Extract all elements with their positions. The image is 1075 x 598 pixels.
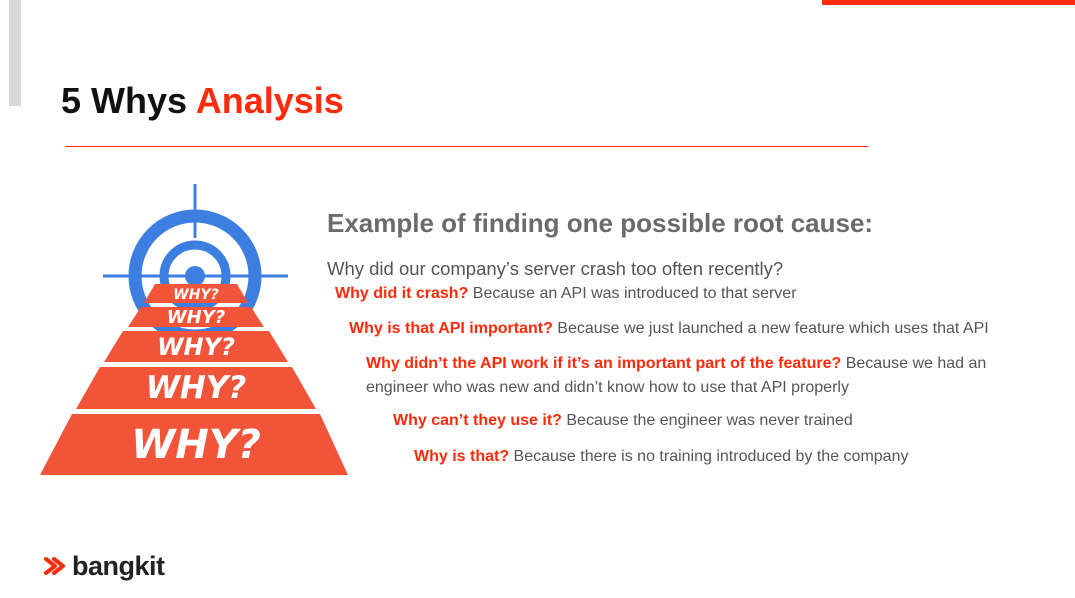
why-step-1: Why did it crash? Because an API was int…	[335, 282, 1035, 306]
bangkit-logo-icon	[44, 557, 65, 575]
why-question: Why is that API important?	[349, 320, 553, 337]
title-main: 5 Whys	[61, 80, 196, 121]
title-accent: Analysis	[195, 80, 344, 121]
logo-wordmark: bangkit	[72, 550, 165, 581]
target-pyramid-illustration: WHY? WHY? WHY? WHY? WHY?	[40, 184, 348, 475]
why-question: Why did it crash?	[335, 285, 469, 302]
why-question: Why can’t they use it?	[393, 412, 562, 429]
pyramid-tier-2	[128, 307, 264, 327]
why-answer: Because there is no training introduced …	[509, 448, 909, 465]
slide-title: 5 Whys Analysis	[61, 80, 344, 122]
title-divider	[65, 146, 868, 147]
why-step-4: Why can’t they use it? Because the engin…	[393, 409, 1033, 433]
why-step-5: Why is that? Because there is no trainin…	[414, 445, 1034, 469]
why-step-3: Why didn’t the API work if it’s an impor…	[366, 352, 996, 400]
why-answer: Because we just launched a new feature w…	[552, 320, 989, 337]
why-label-2: WHY?	[167, 307, 225, 328]
pyramid-tier-5	[40, 414, 348, 475]
problem-question: Why did our company’s server crash too o…	[327, 258, 784, 279]
pyramid	[40, 284, 348, 475]
why-label-4: WHY?	[146, 370, 247, 406]
why-question: Why is that?	[414, 448, 510, 465]
why-label-5: WHY?	[131, 422, 261, 468]
why-step-2: Why is that API important? Because we ju…	[349, 317, 1039, 341]
why-answer: Because an API was introduced to that se…	[468, 285, 797, 302]
pyramid-tier-4	[76, 367, 316, 409]
bangkit-logo: bangkit	[44, 549, 165, 583]
example-heading: Example of finding one possible root cau…	[327, 208, 874, 238]
why-question: Why didn’t the API work if it’s an impor…	[366, 355, 842, 372]
why-label-1: WHY?	[173, 287, 218, 303]
why-answer: Because we had an engineer who was new a…	[366, 355, 987, 396]
left-accent-bar	[9, 0, 21, 106]
pyramid-tier-1	[144, 284, 248, 303]
top-accent-bar	[822, 0, 1075, 5]
why-label-3: WHY?	[157, 333, 235, 361]
pyramid-tier-3	[104, 331, 288, 362]
why-answer: Because the engineer was never trained	[561, 412, 853, 429]
